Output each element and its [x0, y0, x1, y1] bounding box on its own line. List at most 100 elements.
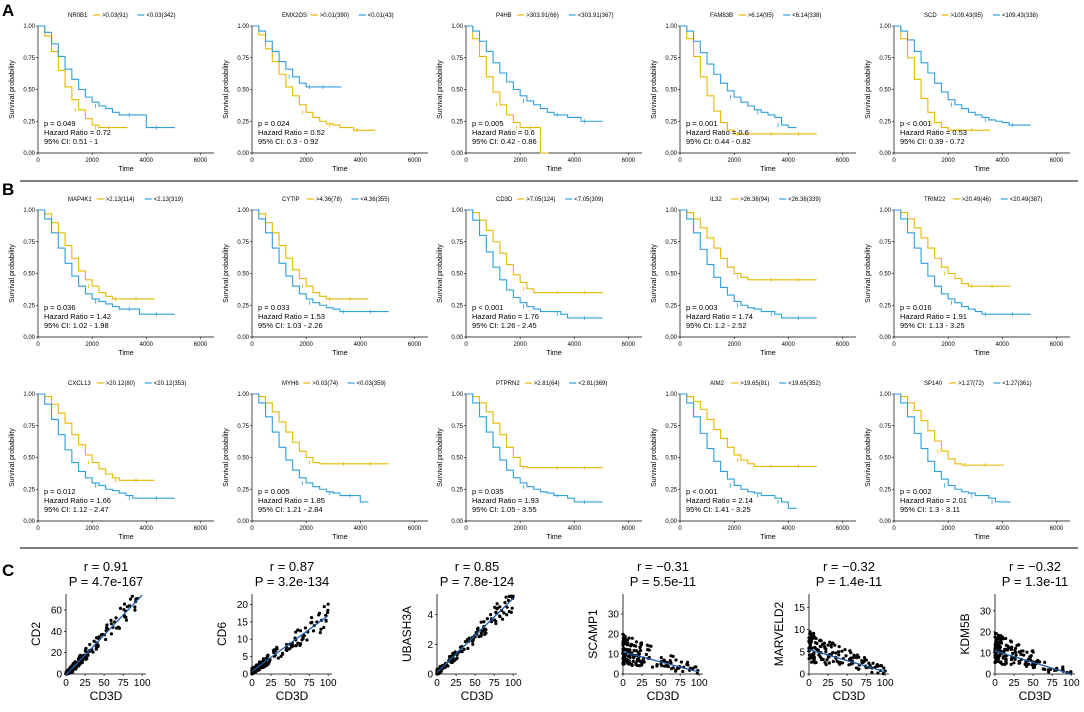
data-point [1043, 661, 1046, 664]
legend-label-high: >6.14(95) [748, 13, 774, 19]
y-tick-label: 0.75 [237, 240, 249, 246]
x-tick-label: 4000 [140, 526, 154, 532]
y-tick-label: 0.75 [451, 424, 463, 430]
data-point [483, 630, 486, 633]
y-tick-label: 5 [799, 647, 805, 658]
legend-label-low: <2.13(319) [154, 197, 183, 203]
data-point [828, 661, 831, 664]
x-tick-label: 0 [678, 158, 682, 164]
y-tick-label: 0.50 [237, 272, 249, 278]
data-point [693, 665, 696, 668]
data-point [624, 648, 627, 651]
correlation-r: r = −0.32 [1009, 559, 1061, 574]
data-point [266, 655, 269, 658]
confidence-interval: 95% CI: 1.05 - 3.55 [472, 505, 537, 514]
data-point [857, 667, 860, 670]
x-tick-label: 2000 [941, 158, 955, 164]
correlation-p: P = 4.7e-167 [69, 574, 144, 589]
km-plot-a3: P4HB >303.91(66) <303.91(367)1.000.750.500… [437, 13, 642, 173]
km-plot-b4: IL32 >26.36(94) <26.36(339)1.000.750.500.2… [651, 197, 856, 357]
data-point [632, 660, 635, 663]
y-tick-label: 0.00 [23, 151, 35, 157]
y-tick-label: 1.00 [237, 208, 249, 214]
y-tick-label: 0.25 [451, 487, 463, 493]
y-tick-label: 1.00 [665, 392, 677, 398]
x-tick-label: 4000 [568, 526, 582, 532]
km-plot-b6: CXCL13 >20.12(80) <20.12(353)1.000.750.500… [9, 381, 214, 541]
data-point [323, 605, 326, 608]
panel-label-b: B [2, 180, 14, 199]
p-value: p = 0.049 [44, 119, 76, 128]
data-point [109, 619, 112, 622]
data-point [1020, 649, 1023, 652]
correlation-p: P = 5.5e-11 [630, 574, 696, 589]
x-tick-label: 0 [434, 678, 440, 689]
km-plot-b8: PTPRN2 >2.81(64) <2.81(369) 1.00 0.75 0.50 0.2… [437, 381, 642, 541]
data-point [1042, 667, 1045, 670]
data-point [994, 632, 997, 635]
data-point [669, 659, 672, 662]
x-tick-label: 25 [822, 678, 834, 689]
y-tick-label: 0.25 [879, 487, 891, 493]
legend-label-low: <20.49(387) [1010, 197, 1043, 203]
data-point [105, 626, 108, 629]
data-point [486, 617, 489, 620]
x-tick-label: 0 [892, 158, 896, 164]
p-value: p = 0.005 [472, 119, 504, 128]
x-tick-label: 6000 [622, 342, 636, 348]
x-tick-label: 4000 [782, 526, 796, 532]
data-point [505, 613, 508, 616]
data-point [834, 651, 837, 654]
y-tick-label: 20 [51, 648, 63, 659]
km-gene-name: MAP4K1 [68, 197, 92, 203]
legend-label-high: >303.91(66) [526, 13, 559, 19]
data-point [994, 639, 997, 642]
y-tick-label: 0.25 [237, 487, 249, 493]
x-tick-label: 4000 [782, 342, 796, 348]
legend-label-low: <26.36(339) [788, 197, 821, 203]
data-point [493, 606, 496, 609]
charts-container: NR0B1 >0.03(91) <0.03(342) 1.00 0.75 0.50 0.25… [9, 13, 1080, 703]
data-point [1002, 657, 1005, 660]
data-point [115, 627, 118, 630]
legend-label-high: >0.03(74) [312, 381, 338, 387]
x-tick-label: 4000 [996, 158, 1010, 164]
data-point [641, 661, 644, 664]
km-gene-name: NR0B1 [68, 13, 88, 19]
data-point [681, 670, 684, 673]
x-tick-label: 4000 [140, 158, 154, 164]
x-tick-label: 6000 [622, 158, 636, 164]
legend-label-low: <2.81(369) [578, 381, 607, 387]
y-tick-label: 0.25 [23, 487, 35, 493]
x-axis-label: Time [118, 166, 133, 173]
y-tick-label: 0.00 [451, 519, 463, 525]
x-tick-label: 0 [249, 678, 255, 689]
x-tick-label: 2000 [727, 342, 741, 348]
data-point [660, 656, 663, 659]
data-point [831, 642, 834, 645]
legend-label-high: >26.36(94) [740, 197, 769, 203]
x-tick-label: 2000 [513, 342, 527, 348]
data-point [826, 644, 829, 647]
km-gene-name: PTPRN2 [496, 381, 520, 387]
y-tick-label: 0.75 [665, 424, 677, 430]
y-tick-label: 1.00 [665, 24, 677, 30]
y-tick-label: 1.00 [237, 392, 249, 398]
confidence-interval: 95% CI: 0.39 - 0.72 [900, 137, 965, 146]
data-point [275, 647, 278, 650]
data-point [631, 637, 634, 640]
data-point [1000, 663, 1003, 666]
x-tick-label: 50 [842, 678, 854, 689]
data-point [672, 655, 675, 658]
km-gene-name: P4HB [496, 13, 512, 19]
data-point [872, 662, 875, 665]
data-point [634, 663, 637, 666]
legend-label-high: >20.49(46) [962, 197, 991, 203]
x-tick-label: 4000 [782, 158, 796, 164]
data-point [299, 629, 302, 632]
data-point [680, 660, 683, 663]
data-point [808, 657, 811, 660]
y-tick-label: 40 [51, 627, 63, 638]
y-tick-label: 0.25 [23, 303, 35, 309]
x-axis-label: Time [760, 534, 775, 541]
